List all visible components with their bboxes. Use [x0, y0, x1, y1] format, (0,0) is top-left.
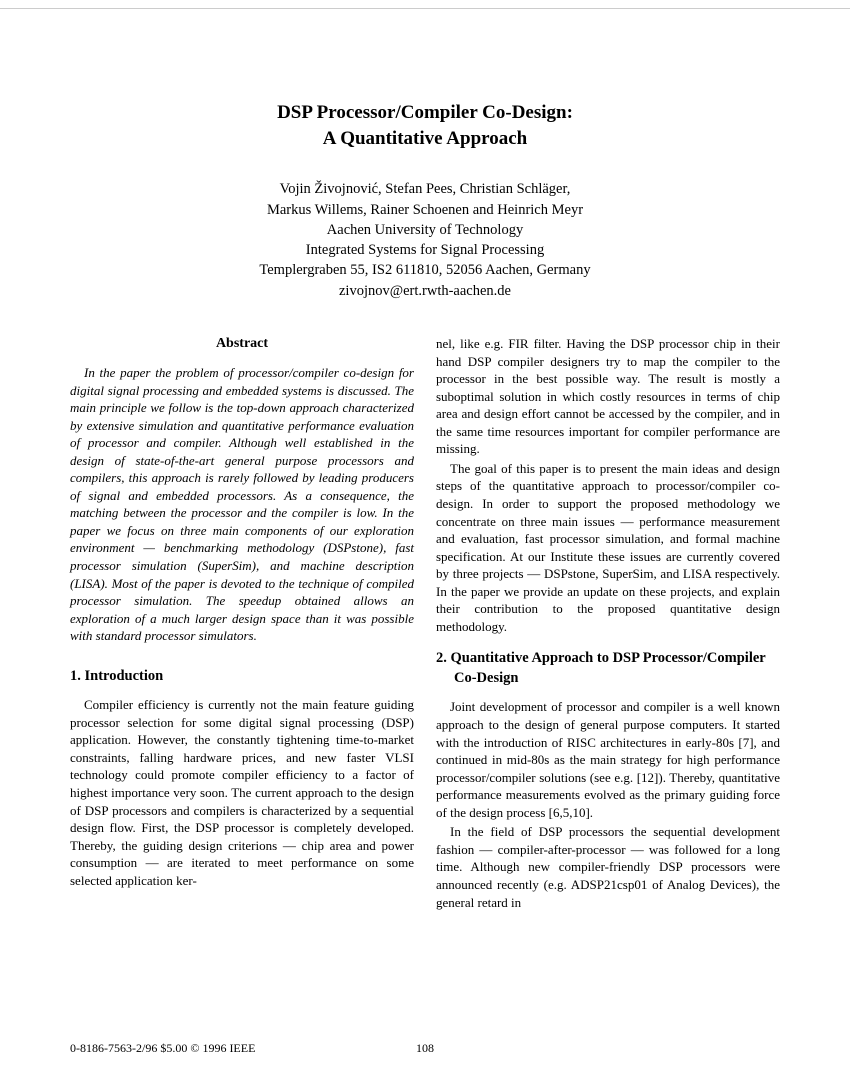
- body-columns: Abstract In the paper the problem of pro…: [70, 335, 780, 911]
- page-footer: 108 0-8186-7563-2/96 $5.00 © 1996 IEEE: [70, 1041, 780, 1056]
- affiliation-line-3: Templergraben 55, IS2 611810, 52056 Aach…: [70, 260, 780, 280]
- section-1-para-1: Compiler efficiency is currently not the…: [70, 696, 414, 889]
- title-line-2: A Quantitative Approach: [70, 126, 780, 152]
- affiliation-line-2: Integrated Systems for Signal Processing: [70, 240, 780, 260]
- copyright-line: 0-8186-7563-2/96 $5.00 © 1996 IEEE: [70, 1041, 255, 1056]
- authors-line-2: Markus Willems, Rainer Schoenen and Hein…: [70, 200, 780, 220]
- abstract-heading: Abstract: [70, 335, 414, 354]
- section-2-para-2: In the field of DSP processors the seque…: [436, 823, 780, 911]
- authors-line-1: Vojin Živojnović, Stefan Pees, Christian…: [70, 179, 780, 199]
- affiliation-line-1: Aachen University of Technology: [70, 220, 780, 240]
- paper-page: DSP Processor/Compiler Co-Design: A Quan…: [0, 0, 850, 1084]
- abstract-body: In the paper the problem of processor/co…: [70, 364, 414, 645]
- section-1-para-2-cont: nel, like e.g. FIR filter. Having the DS…: [436, 335, 780, 458]
- title-block: DSP Processor/Compiler Co-Design: A Quan…: [70, 100, 780, 151]
- section-1-heading: 1. Introduction: [70, 667, 414, 687]
- author-email: zivojnov@ert.rwth-aachen.de: [70, 281, 780, 301]
- authors-block: Vojin Živojnović, Stefan Pees, Christian…: [70, 179, 780, 301]
- section-2-heading-text: 2. Quantitative Approach to DSP Processo…: [436, 649, 780, 688]
- section-1-para-3: The goal of this paper is to present the…: [436, 460, 780, 635]
- title-line-1: DSP Processor/Compiler Co-Design:: [70, 100, 780, 126]
- section-2-para-1: Joint development of processor and compi…: [436, 698, 780, 821]
- section-2-heading: 2. Quantitative Approach to DSP Processo…: [436, 649, 780, 688]
